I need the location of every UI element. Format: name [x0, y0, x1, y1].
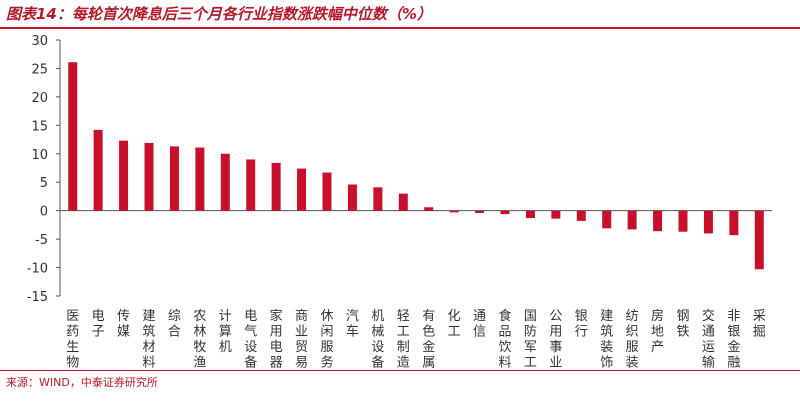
category-label: 食品饮料 [498, 308, 511, 369]
bar [297, 168, 307, 211]
category-label: 采掘 [753, 309, 766, 340]
y-tick-label: -10 [27, 262, 48, 277]
category-label: 银行 [575, 309, 588, 340]
bar [398, 193, 408, 211]
category-label: 通信 [473, 309, 486, 340]
title-divider [0, 27, 800, 29]
bar [169, 146, 179, 211]
y-tick-label: 0 [40, 205, 48, 220]
category-label: 国防军工 [524, 309, 537, 369]
category-label: 纺织服装 [626, 309, 639, 369]
chart-axes: -15 -10 -5 0 5 10 15 20 25 30 [27, 34, 772, 305]
bar [271, 162, 281, 211]
bar [475, 210, 485, 213]
bar [525, 210, 535, 219]
y-tick-label: 30 [31, 34, 48, 49]
category-label: 计算机 [219, 309, 232, 355]
y-tick-label: 10 [31, 148, 48, 163]
bar [424, 207, 434, 211]
y-tick-label: -15 [27, 290, 48, 305]
chart-bars [68, 62, 764, 270]
bar [449, 210, 459, 213]
bar [220, 153, 230, 211]
y-tick-label: 25 [31, 62, 48, 77]
bar [729, 210, 739, 236]
bar [144, 142, 154, 211]
category-label: 轻工制造 [397, 309, 410, 369]
category-label: 交通运输 [702, 308, 715, 369]
footer-divider [0, 370, 800, 371]
category-label: 休闲服务 [320, 309, 333, 369]
y-tick-label: 5 [40, 176, 48, 191]
bar [627, 210, 637, 230]
category-label: 机械设备 [371, 309, 384, 369]
bar [653, 210, 663, 232]
category-label: 公用事业 [549, 309, 562, 369]
bar [246, 159, 256, 211]
category-label: 建筑装饰 [600, 309, 613, 369]
bar [195, 147, 205, 211]
bar [322, 172, 332, 211]
bar [576, 210, 586, 221]
bar [703, 210, 713, 234]
chart-header: 图表14：每轮首次降息后三个月各行业指数涨跌幅中位数（%） [0, 0, 800, 28]
category-label: 汽车 [346, 309, 359, 340]
bar [93, 129, 103, 211]
bar [119, 140, 129, 211]
bar [602, 210, 612, 229]
category-label: 化工 [448, 309, 461, 340]
category-label: 传媒 [117, 309, 130, 340]
chart-title: 图表14：每轮首次降息后三个月各行业指数涨跌幅中位数（%） [6, 5, 432, 23]
category-label: 有色金属 [422, 309, 435, 369]
y-tick-label: 20 [31, 91, 48, 106]
category-label: 房地产 [651, 308, 664, 355]
y-tick-label: -5 [35, 233, 48, 248]
category-label: 医药生物 [66, 309, 79, 369]
category-label: 钢铁 [676, 309, 689, 340]
category-label: 建筑材料 [142, 309, 155, 369]
bar [754, 210, 764, 270]
category-label: 电子 [92, 309, 105, 340]
category-label: 非银金融 [727, 309, 740, 369]
category-label: 农林牧渔 [193, 309, 206, 369]
category-label: 电气设备 [244, 309, 257, 369]
chart-category-labels: 医药生物电子传媒建筑材料综合农林牧渔计算机电气设备家用电器商业贸易休闲服务汽车机… [66, 308, 766, 369]
y-tick-label: 15 [31, 119, 48, 134]
category-label: 综合 [168, 309, 181, 340]
bar-chart: -15 -10 -5 0 5 10 15 20 25 30 医药生物电子传媒建筑材料综合农林牧渔计… [27, 34, 772, 369]
source-note: 来源：WIND，中泰证券研究所 [6, 376, 158, 389]
bar [347, 184, 357, 211]
category-label: 家用电器 [270, 308, 283, 369]
bar [500, 210, 510, 215]
bar [68, 62, 78, 211]
bar [678, 210, 688, 232]
bar [551, 210, 561, 219]
category-label: 商业贸易 [295, 309, 308, 369]
bar [373, 187, 383, 211]
